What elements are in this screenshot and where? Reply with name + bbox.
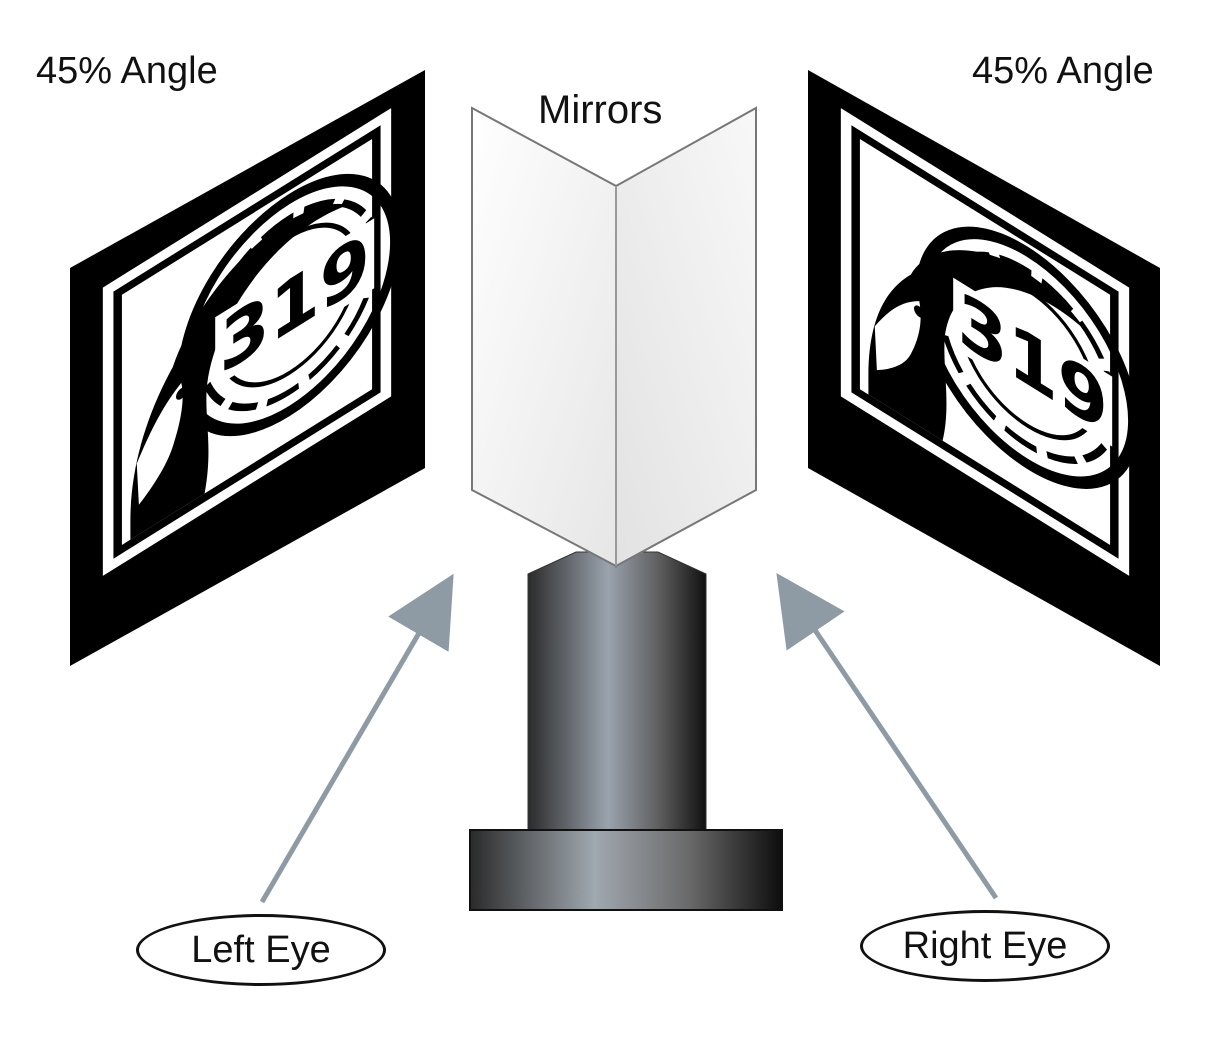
mirrors-label: Mirrors	[538, 88, 663, 132]
right-picture-frame	[808, 70, 1160, 666]
right-eye-oval: Right Eye	[860, 910, 1110, 982]
pillar-base	[469, 829, 783, 911]
left-eye-arrow	[259, 573, 454, 904]
left-picture-frame	[70, 70, 425, 666]
right-eye-arrow	[776, 572, 999, 900]
angle-label-right: 45% Angle	[972, 50, 1154, 92]
pillar	[527, 551, 707, 833]
angle-label-left: 45% Angle	[36, 50, 218, 92]
mirrors	[471, 106, 757, 568]
left-eye-label: Left Eye	[191, 928, 331, 971]
left-eye-oval: Left Eye	[136, 914, 386, 986]
right-eye-label: Right Eye	[902, 924, 1068, 967]
